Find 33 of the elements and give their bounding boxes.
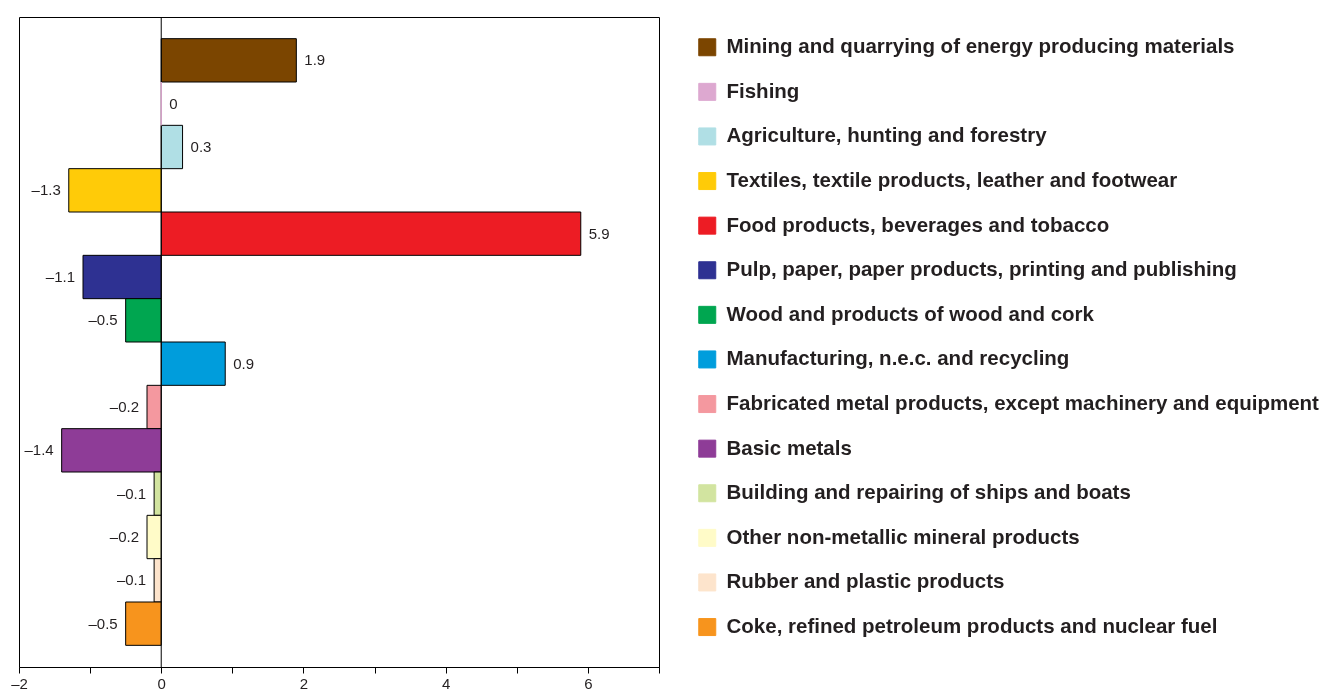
legend-label: Other non-metallic mineral products <box>726 524 1080 548</box>
legend-label: Agriculture, hunting and forestry <box>726 123 1048 147</box>
data-label: 0.3 <box>190 138 212 155</box>
legend-label: Manufacturing, n.e.c. and recycling <box>726 346 1070 370</box>
legend-label: Textiles, textile products, leather and footwear <box>726 168 1178 192</box>
data-label: –0.2 <box>109 398 139 415</box>
legend-label: Basic metals <box>726 435 852 459</box>
data-label: 0 <box>169 94 178 112</box>
legend-label: Fabricated metal products, except machinery and equipment <box>726 391 1320 415</box>
legend-label: Wood and products of wood and cork <box>726 301 1095 325</box>
x-tick-label: 6 <box>584 674 593 692</box>
legend-label: Mining and quarrying of energy producing materials <box>726 34 1235 58</box>
data-label: –0.5 <box>88 614 118 632</box>
data-label: 1.9 <box>304 51 326 69</box>
data-label: –1.1 <box>45 268 75 285</box>
legend-label: Rubber and plastic products <box>726 569 1005 593</box>
x-tick-label: 2 <box>299 674 309 692</box>
data-label: 5.9 <box>588 224 610 242</box>
data-label: –0.1 <box>116 571 147 589</box>
data-label: –0.5 <box>88 311 118 329</box>
x-tick-label: 0 <box>157 674 166 692</box>
data-label: –0.1 <box>116 484 147 502</box>
legend-label: Fishing <box>726 78 800 102</box>
data-label: –0.2 <box>109 528 139 545</box>
data-label: –1.4 <box>24 441 54 459</box>
legend-label: Building and repairing of ships and boats <box>726 480 1131 504</box>
data-label: –1.3 <box>31 181 61 199</box>
data-label: 0.9 <box>233 354 255 372</box>
legend-label: Food products, beverages and tobacco <box>726 212 1110 236</box>
legend-label: Pulp, paper, paper products, printing and publishing <box>726 257 1237 281</box>
x-tick-label: 4 <box>441 674 451 692</box>
x-tick-label: –2 <box>11 674 28 692</box>
legend-label: Coke, refined petroleum products and nuclear fuel <box>726 614 1218 638</box>
